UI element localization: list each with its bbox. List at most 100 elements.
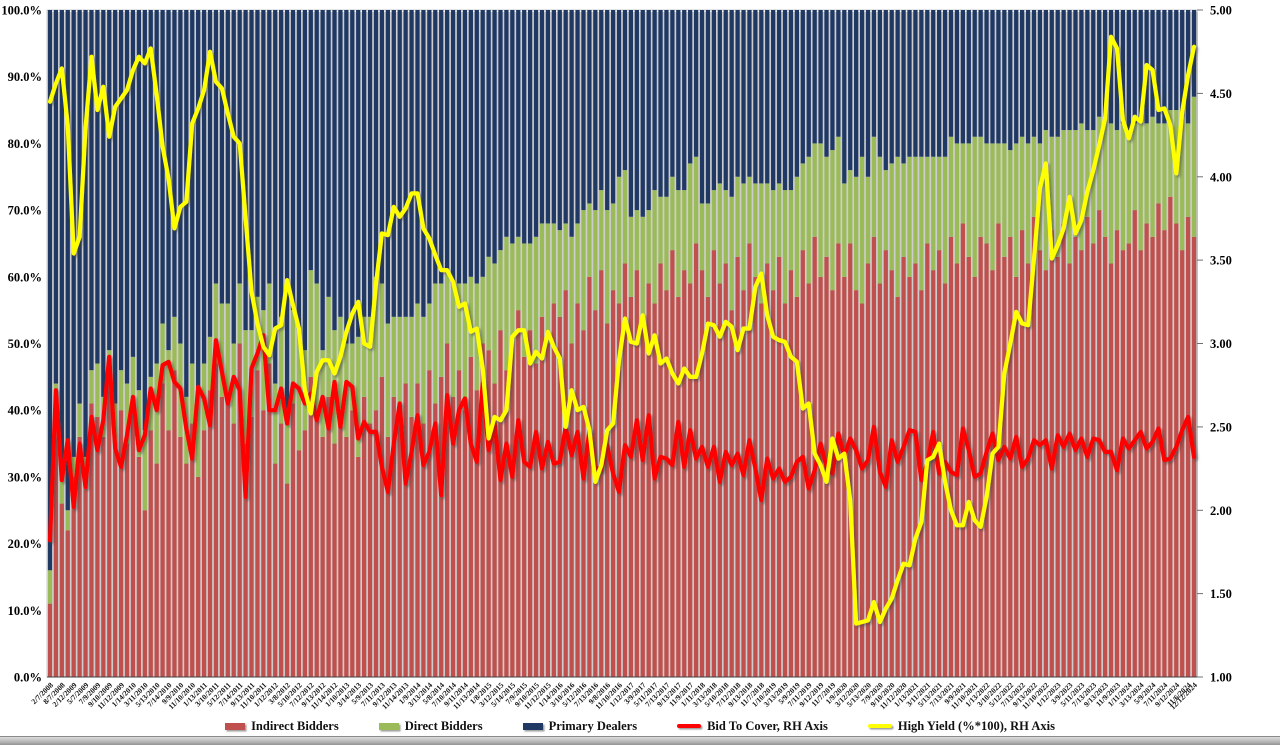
bar-segment-indirect <box>65 530 70 677</box>
bar-segment-indirect <box>474 390 479 677</box>
bar-segment-direct <box>628 216 634 297</box>
bar-segment-primary-dealers <box>693 10 699 157</box>
bar-segment-primary-dealers <box>646 10 651 211</box>
bar-segment-primary-dealers <box>1120 10 1126 124</box>
bar-segment-primary-dealers <box>664 10 669 197</box>
bar-segment-indirect <box>279 423 284 677</box>
bar-segment-indirect <box>231 423 236 677</box>
bar-segment-direct <box>1150 116 1155 237</box>
bar-segment-indirect <box>640 316 645 677</box>
bar-segment-primary-dealers <box>486 10 491 257</box>
bar-segment-primary-dealers <box>302 10 307 351</box>
bar-segment-primary-dealers <box>895 10 900 157</box>
bar-segment-indirect <box>1014 276 1019 677</box>
bar-segment-direct <box>1097 116 1102 211</box>
bar-segment-primary-dealers <box>652 10 657 191</box>
legend-item-high-yield: High Yield (%*100), RH Axis <box>867 719 1055 734</box>
bar-segment-primary-dealers <box>279 10 284 317</box>
bar-segment-indirect <box>308 376 313 677</box>
bar-segment-direct <box>545 223 551 344</box>
bar-segment-direct <box>593 210 598 311</box>
bar-segment-indirect <box>889 270 894 677</box>
bar-segment-direct <box>77 403 82 437</box>
bar-segment-primary-dealers <box>462 10 468 284</box>
bar-segment-indirect <box>160 383 165 677</box>
bar-segment-direct <box>225 303 230 404</box>
bar-segment-direct <box>711 190 717 251</box>
bar-segment-direct <box>213 283 219 364</box>
bar-segment-primary-dealers <box>385 10 390 324</box>
bar-segment-indirect <box>243 443 248 677</box>
bar-segment-indirect <box>439 376 444 677</box>
bar-segment-primary-dealers <box>1156 10 1161 124</box>
bar-segment-direct <box>966 143 971 257</box>
bar-segment-indirect <box>296 450 302 677</box>
bar-segment-direct <box>688 163 693 284</box>
bar-segment-primary-dealers <box>960 10 965 144</box>
bar-segment-indirect <box>842 276 847 677</box>
bar-segment-direct <box>290 310 296 404</box>
bar-segment-direct <box>836 136 841 244</box>
bar-segment-primary-dealers <box>320 10 325 351</box>
bar-segment-indirect <box>1185 216 1191 677</box>
bar-segment-primary-dealers <box>907 10 912 157</box>
bar-segment-primary-dealers <box>806 10 811 157</box>
bar-segment-direct <box>723 190 728 264</box>
bar-segment-primary-dealers <box>836 10 841 137</box>
bar-segment-primary-dealers <box>759 10 764 184</box>
bar-segment-direct <box>1014 143 1019 277</box>
left-axis-tick-label: 100.0% <box>1 4 42 18</box>
bar-segment-indirect <box>486 350 491 677</box>
bar-segment-direct <box>1168 110 1173 197</box>
bar-segment-direct <box>1191 96 1197 237</box>
bar-segment-direct <box>154 363 159 464</box>
chart-legend: Indirect Bidders Direct Bidders Primary … <box>0 717 1280 735</box>
bar-segment-indirect <box>610 290 616 677</box>
bar-segment-indirect <box>433 403 438 677</box>
bar-segment-direct <box>397 316 402 424</box>
bar-segment-direct <box>771 190 776 291</box>
bar-segment-indirect <box>634 270 639 677</box>
bar-segment-primary-dealers <box>332 10 337 331</box>
bar-segment-primary-dealers <box>243 10 248 331</box>
bar-segment-indirect <box>166 430 171 677</box>
bar-segment-indirect <box>723 263 728 677</box>
bar-segment-primary-dealers <box>124 10 130 384</box>
bar-segment-primary-dealers <box>954 10 960 144</box>
bar-segment-direct <box>664 196 669 291</box>
bar-segment-indirect <box>113 450 118 677</box>
bar-segment-indirect <box>201 430 207 677</box>
bar-segment-direct <box>160 323 165 384</box>
bar-segment-primary-dealers <box>883 10 888 171</box>
right-axis-tick-label: 4.00 <box>1210 170 1232 184</box>
bar-segment-primary-dealers <box>937 10 942 157</box>
bar-segment-indirect <box>107 383 112 677</box>
bar-segment-indirect <box>1067 263 1072 677</box>
bar-segment-direct <box>279 316 284 424</box>
bar-segment-direct <box>320 350 325 437</box>
bar-segment-indirect <box>931 270 936 677</box>
bar-segment-indirect <box>207 390 213 677</box>
bar-segment-primary-dealers <box>575 10 580 224</box>
bar-segment-primary-dealers <box>925 10 930 157</box>
bar-segment-primary-dealers <box>842 10 847 184</box>
bar-segment-primary-dealers <box>616 10 622 177</box>
bar-segment-indirect <box>966 256 971 677</box>
bar-segment-direct <box>124 383 130 444</box>
bar-segment-indirect <box>699 270 705 677</box>
high-yield-line <box>47 34 1197 626</box>
bar-segment-indirect <box>261 410 266 677</box>
bar-segment-indirect <box>901 256 906 677</box>
bar-segment-direct <box>818 143 823 277</box>
bar-segment-indirect <box>913 263 918 677</box>
bar-segment-primary-dealers <box>859 10 865 157</box>
bar-segment-indirect <box>1025 263 1031 677</box>
bar-segment-direct <box>871 136 877 237</box>
bar-segment-indirect <box>551 303 556 677</box>
bar-segment-direct <box>1144 123 1149 224</box>
bar-segment-direct <box>237 283 242 344</box>
bar-segment-direct <box>142 430 147 511</box>
bar-segment-primary-dealers <box>415 10 420 304</box>
bar-segment-indirect <box>871 236 877 677</box>
